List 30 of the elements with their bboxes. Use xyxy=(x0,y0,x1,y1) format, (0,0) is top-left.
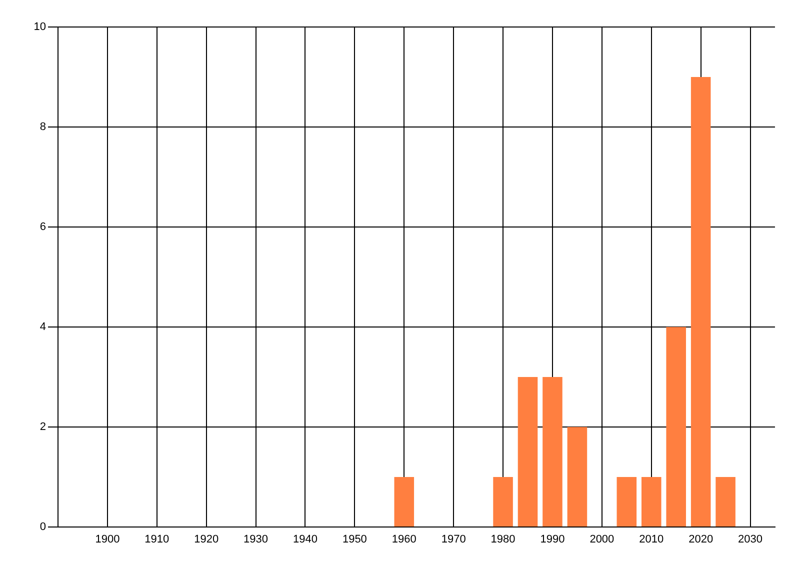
x-tick-label: 1960 xyxy=(392,534,416,546)
x-tick-label: 2000 xyxy=(590,534,614,546)
y-tick-label: 8 xyxy=(40,121,46,134)
bar xyxy=(616,477,637,526)
bar xyxy=(690,77,711,526)
x-tick-label: 1950 xyxy=(342,534,367,546)
y-tick-label: 6 xyxy=(40,221,46,234)
bar xyxy=(567,427,588,526)
x-tick-label: 2010 xyxy=(639,534,664,546)
bar xyxy=(518,377,538,526)
y-tick-label: 2 xyxy=(40,421,46,434)
y-tick-label: 10 xyxy=(34,21,46,34)
x-tick-label: 2030 xyxy=(738,534,763,546)
x-tick-label: 1920 xyxy=(194,534,219,546)
bar xyxy=(493,477,513,526)
bar xyxy=(641,477,662,526)
bar xyxy=(666,327,686,526)
x-tick-label: 1900 xyxy=(95,534,120,546)
bar xyxy=(394,477,414,526)
bar xyxy=(542,377,562,526)
x-tick-label: 1980 xyxy=(490,534,516,546)
x-tick-label: 1910 xyxy=(144,534,170,546)
x-tick-label: 1940 xyxy=(293,534,318,546)
x-tick-label: 1990 xyxy=(540,534,565,546)
y-tick-label: 0 xyxy=(40,521,46,534)
x-tick-label: 2020 xyxy=(688,534,714,546)
bar xyxy=(716,477,736,526)
x-tick-label: 1930 xyxy=(244,534,268,546)
y-tick-label: 4 xyxy=(40,321,46,334)
x-tick-label: 1970 xyxy=(441,534,466,546)
